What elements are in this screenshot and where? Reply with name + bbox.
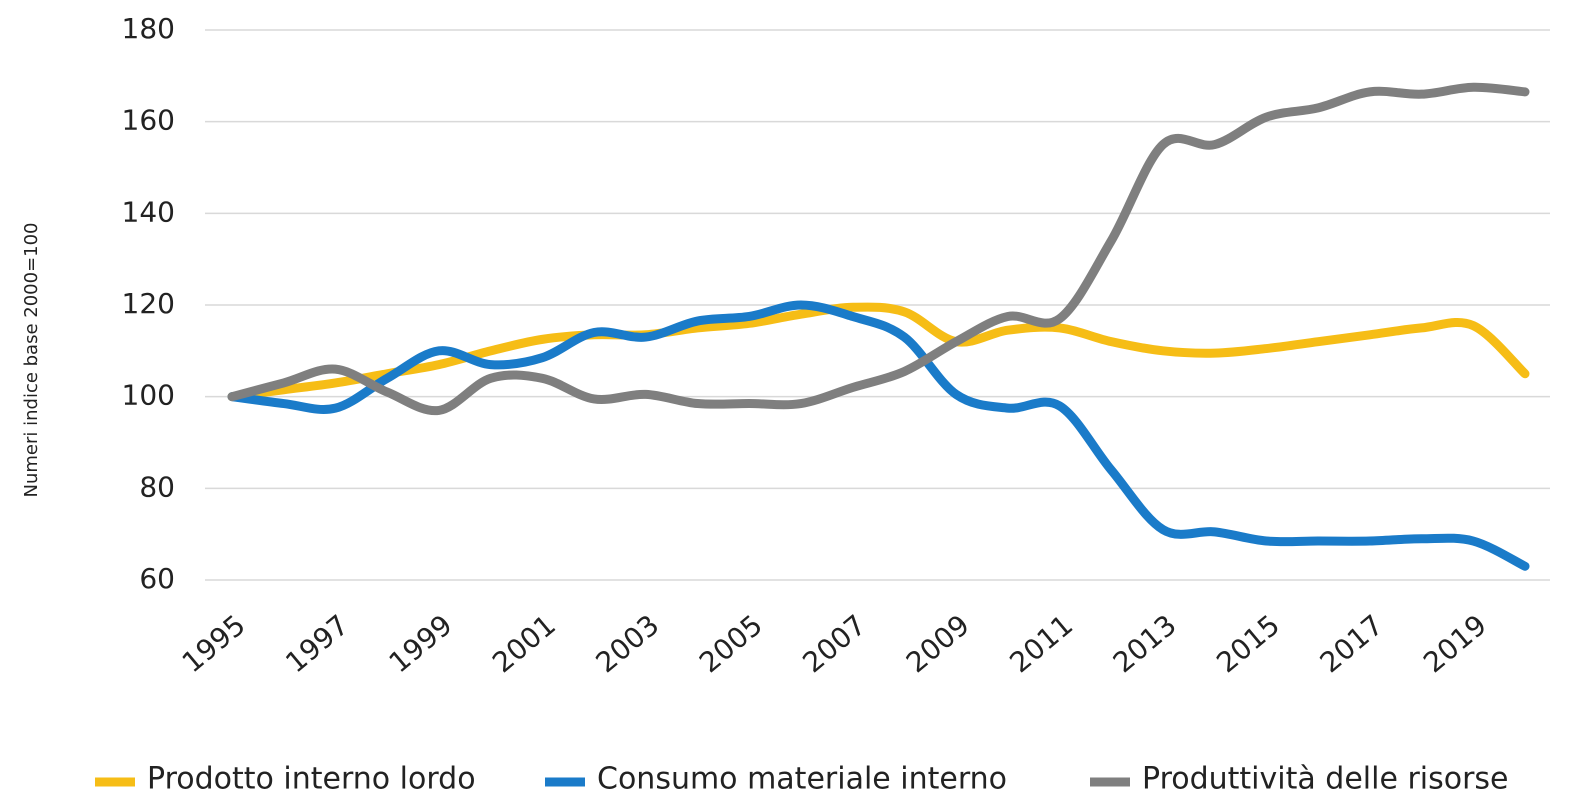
y-axis-label: Numeri indice base 2000=100 [21, 222, 42, 497]
x-tick-label: 2019 [1417, 608, 1493, 679]
line [227, 82, 1530, 416]
x-tick-label: 2005 [693, 608, 769, 679]
legend-label: Consumo materiale interno [597, 762, 1007, 797]
x-tick-label: 2017 [1314, 608, 1390, 679]
y-tick-label: 100 [122, 379, 175, 412]
legend-label: Produttività delle risorse [1142, 762, 1509, 797]
line [227, 300, 1530, 571]
x-tick-label: 2009 [900, 608, 976, 679]
line [227, 302, 1530, 402]
y-tick-label: 140 [122, 195, 175, 228]
x-tick-label: 1999 [383, 608, 459, 679]
y-tick-label: 120 [122, 287, 175, 320]
x-tick-label: 2007 [796, 608, 872, 679]
x-tick-label: 2001 [486, 608, 562, 679]
x-tick-label: 2015 [1210, 608, 1286, 679]
legend-label: Prodotto interno lordo [147, 762, 476, 797]
y-tick-label: 60 [139, 562, 175, 595]
x-tick-label: 2013 [1107, 608, 1183, 679]
x-tick-label: 1995 [176, 608, 252, 679]
y-tick-label: 160 [122, 104, 175, 137]
y-tick-label: 80 [139, 470, 175, 503]
x-tick-label: 2003 [590, 608, 666, 679]
x-tick-label: 2011 [1003, 608, 1079, 679]
x-tick-label: 1997 [279, 608, 355, 679]
y-tick-label: 180 [122, 12, 175, 45]
